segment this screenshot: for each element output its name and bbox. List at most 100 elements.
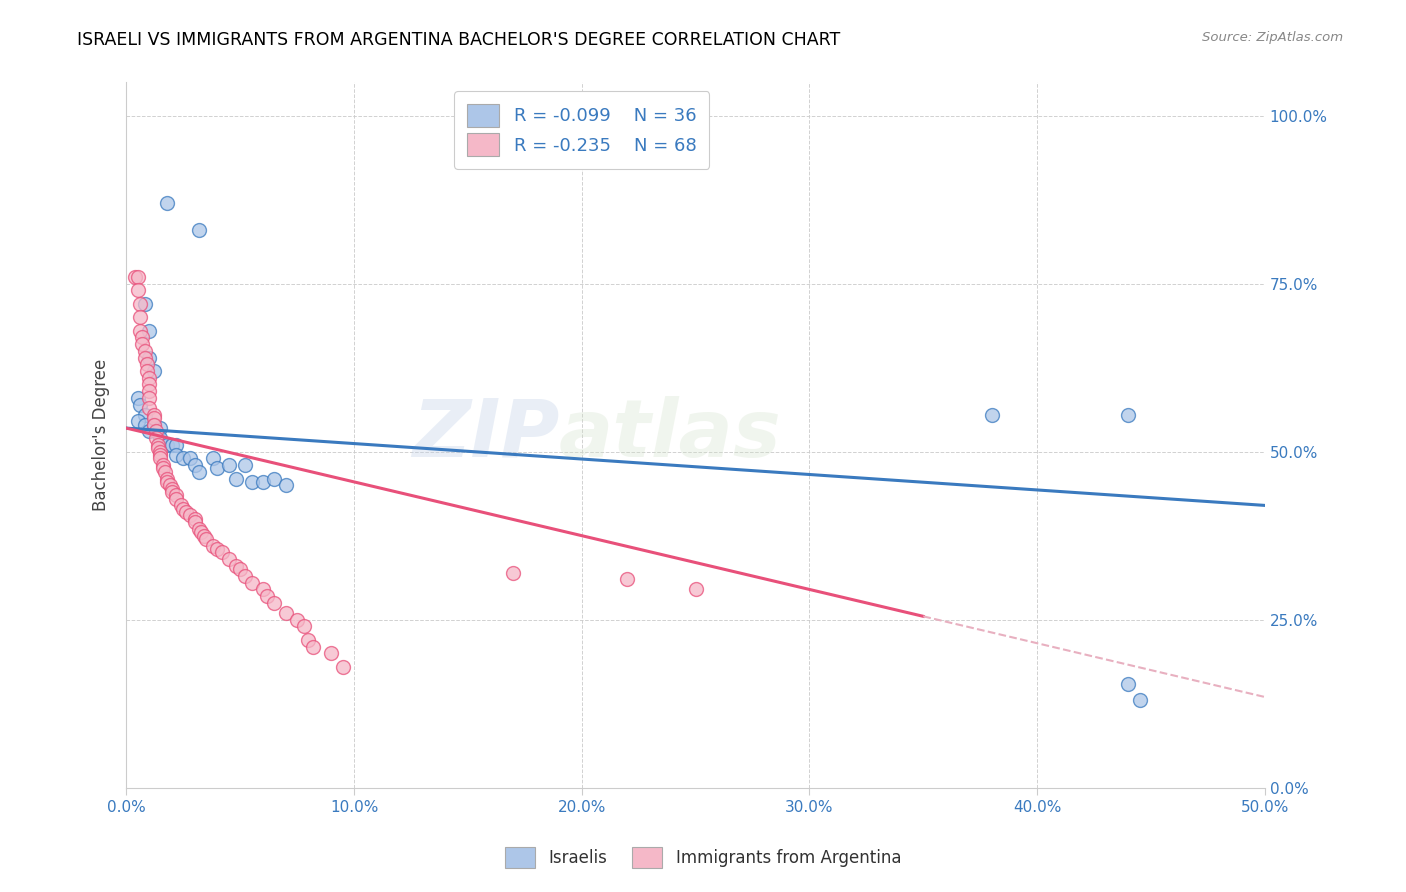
Point [148,442,170,456]
Point [145,425,167,439]
Point [152,458,174,472]
Point [165,491,187,506]
Point [138,351,160,365]
Point [292,619,315,633]
Text: atlas: atlas [560,396,782,474]
Point [129,297,152,311]
Point [129,324,152,338]
Point [138,324,160,338]
Point [129,398,152,412]
Point [233,458,256,472]
Point [138,384,160,398]
Point [127,414,149,428]
Point [160,485,183,500]
Point [142,417,165,432]
Point [183,515,205,529]
Text: ZIP: ZIP [412,396,560,474]
Point [156,475,179,489]
Point [274,606,297,620]
Point [165,448,187,462]
Point [131,330,153,344]
Point [156,471,179,485]
Point [240,475,263,489]
Point [1129,693,1152,707]
Point [285,613,308,627]
Point [135,357,157,371]
Point [616,573,638,587]
Point [149,451,172,466]
Point [190,525,212,540]
Point [153,465,176,479]
Point [229,562,252,576]
Point [134,343,156,358]
Point [131,337,153,351]
Point [174,505,197,519]
Point [188,465,211,479]
Point [218,458,240,472]
Point [138,391,160,405]
Point [149,431,172,445]
Point [233,569,256,583]
Point [225,558,247,573]
Point [332,659,354,673]
Point [195,532,218,546]
Point [207,461,229,475]
Point [127,283,149,297]
Point [302,640,325,654]
Text: ISRAELI VS IMMIGRANTS FROM ARGENTINA BACHELOR'S DEGREE CORRELATION CHART: ISRAELI VS IMMIGRANTS FROM ARGENTINA BAC… [77,31,841,49]
Point [201,451,224,466]
Point [134,297,156,311]
Point [321,646,343,660]
Point [211,545,233,559]
Point [149,421,172,435]
Point [142,417,165,432]
Point [156,195,179,210]
Point [240,575,263,590]
Point [145,431,167,445]
Y-axis label: Bachelor's Degree: Bachelor's Degree [93,359,110,511]
Point [207,542,229,557]
Point [274,478,297,492]
Point [179,508,201,523]
Legend: Israelis, Immigrants from Argentina: Israelis, Immigrants from Argentina [498,840,908,875]
Point [188,223,211,237]
Point [127,391,149,405]
Point [160,482,183,496]
Point [225,471,247,485]
Point [1116,676,1139,690]
Point [297,632,319,647]
Point [142,411,165,425]
Point [165,438,187,452]
Point [188,522,211,536]
Point [256,589,278,603]
Point [201,539,224,553]
Point [152,461,174,475]
Point [134,351,156,365]
Legend: R = -0.099    N = 36, R = -0.235    N = 68: R = -0.099 N = 36, R = -0.235 N = 68 [454,91,709,169]
Point [1116,408,1139,422]
Point [160,438,183,452]
Point [172,451,194,466]
Point [980,408,1002,422]
Point [138,425,160,439]
Text: Source: ZipAtlas.com: Source: ZipAtlas.com [1202,31,1343,45]
Point [685,582,707,597]
Point [142,364,165,378]
Point [179,451,201,466]
Point [159,478,181,492]
Point [172,501,194,516]
Point [193,529,215,543]
Point [252,582,274,597]
Point [263,596,285,610]
Point [149,444,172,458]
Point [148,438,170,452]
Point [252,475,274,489]
Point [138,401,160,415]
Point [170,499,193,513]
Point [156,438,179,452]
Point [127,269,149,284]
Point [165,488,187,502]
Point [129,310,152,325]
Point [183,458,205,472]
Point [124,269,146,284]
